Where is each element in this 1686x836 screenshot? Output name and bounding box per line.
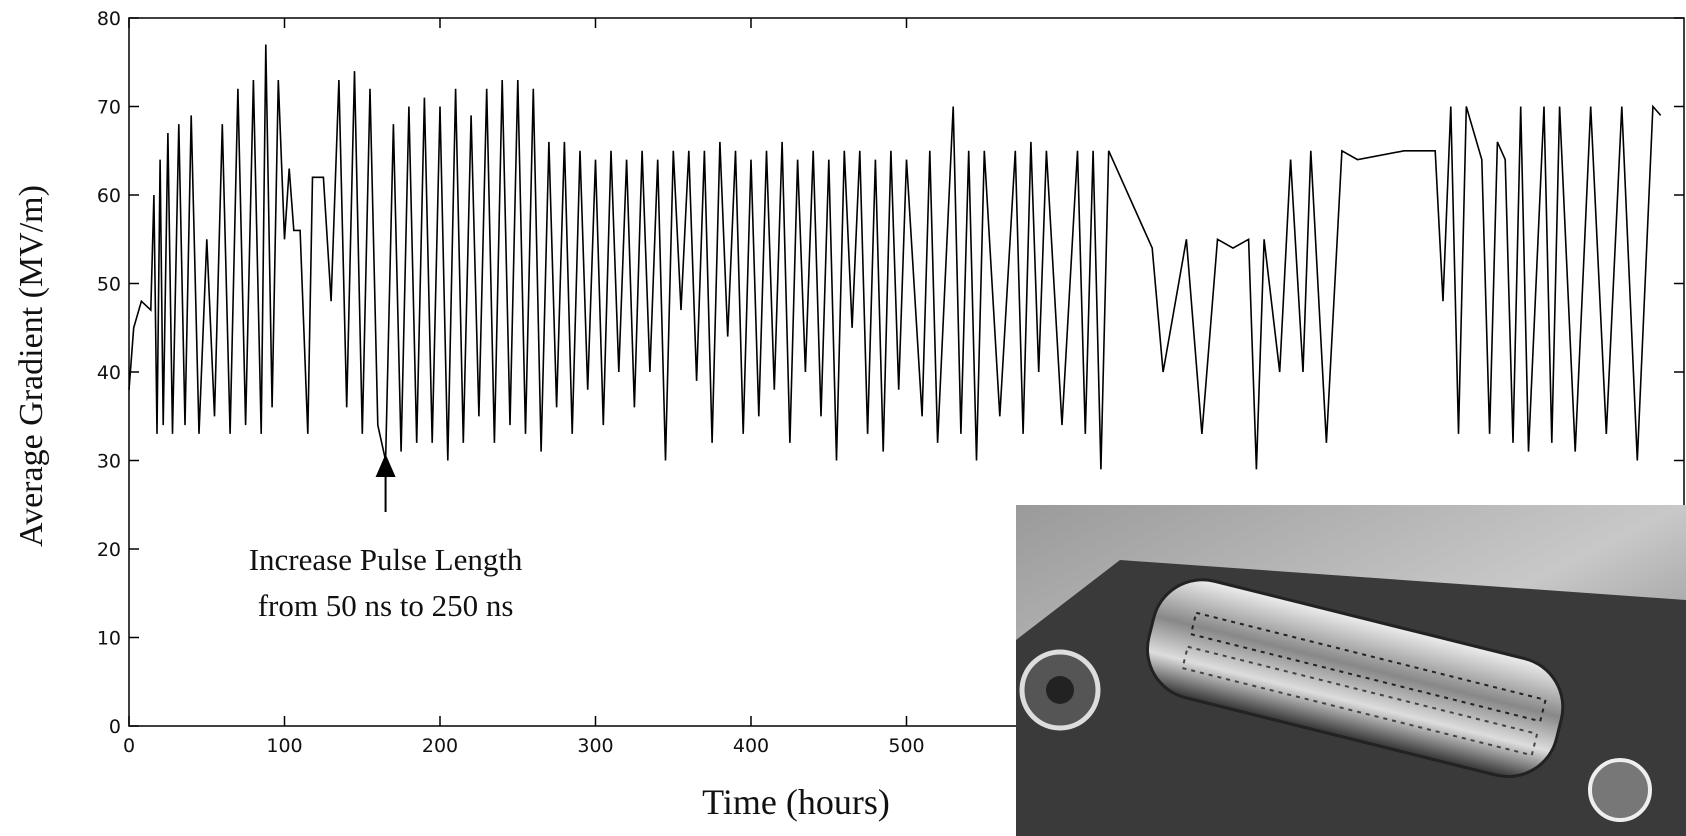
plot-area: 0 10 20 30 40 50 60 70 80 0 100 200 300 400 500 <box>97 8 1685 757</box>
y-tick-label: 30 <box>97 451 121 473</box>
y-axis-label: Average Gradient (MV/m) <box>13 185 50 547</box>
photo-inset <box>1016 505 1686 836</box>
y-tick-label: 0 <box>109 716 121 738</box>
y-tick-label: 20 <box>97 539 121 561</box>
x-tick-label: 100 <box>266 735 302 757</box>
x-axis-label: Time (hours) <box>702 782 890 822</box>
x-tick-label: 300 <box>577 735 613 757</box>
x-tick-label: 500 <box>888 735 924 757</box>
x-tick-label: 0 <box>123 735 135 757</box>
x-tick-label: 200 <box>422 735 458 757</box>
y-tick-label: 50 <box>97 274 121 296</box>
annotation-arrowhead <box>375 454 396 477</box>
data-line <box>128 44 1662 470</box>
x-tick-label: 400 <box>733 735 769 757</box>
y-tick-label: 80 <box>97 8 121 30</box>
annotation: Increase Pulse Length <box>249 542 523 577</box>
y-tick-label: 40 <box>97 362 121 384</box>
y-tick-label: 10 <box>97 628 121 650</box>
annotation: from 50 ns to 250 ns <box>258 588 514 623</box>
y-tick-label: 70 <box>97 97 121 119</box>
y-tick-label: 60 <box>97 185 121 207</box>
